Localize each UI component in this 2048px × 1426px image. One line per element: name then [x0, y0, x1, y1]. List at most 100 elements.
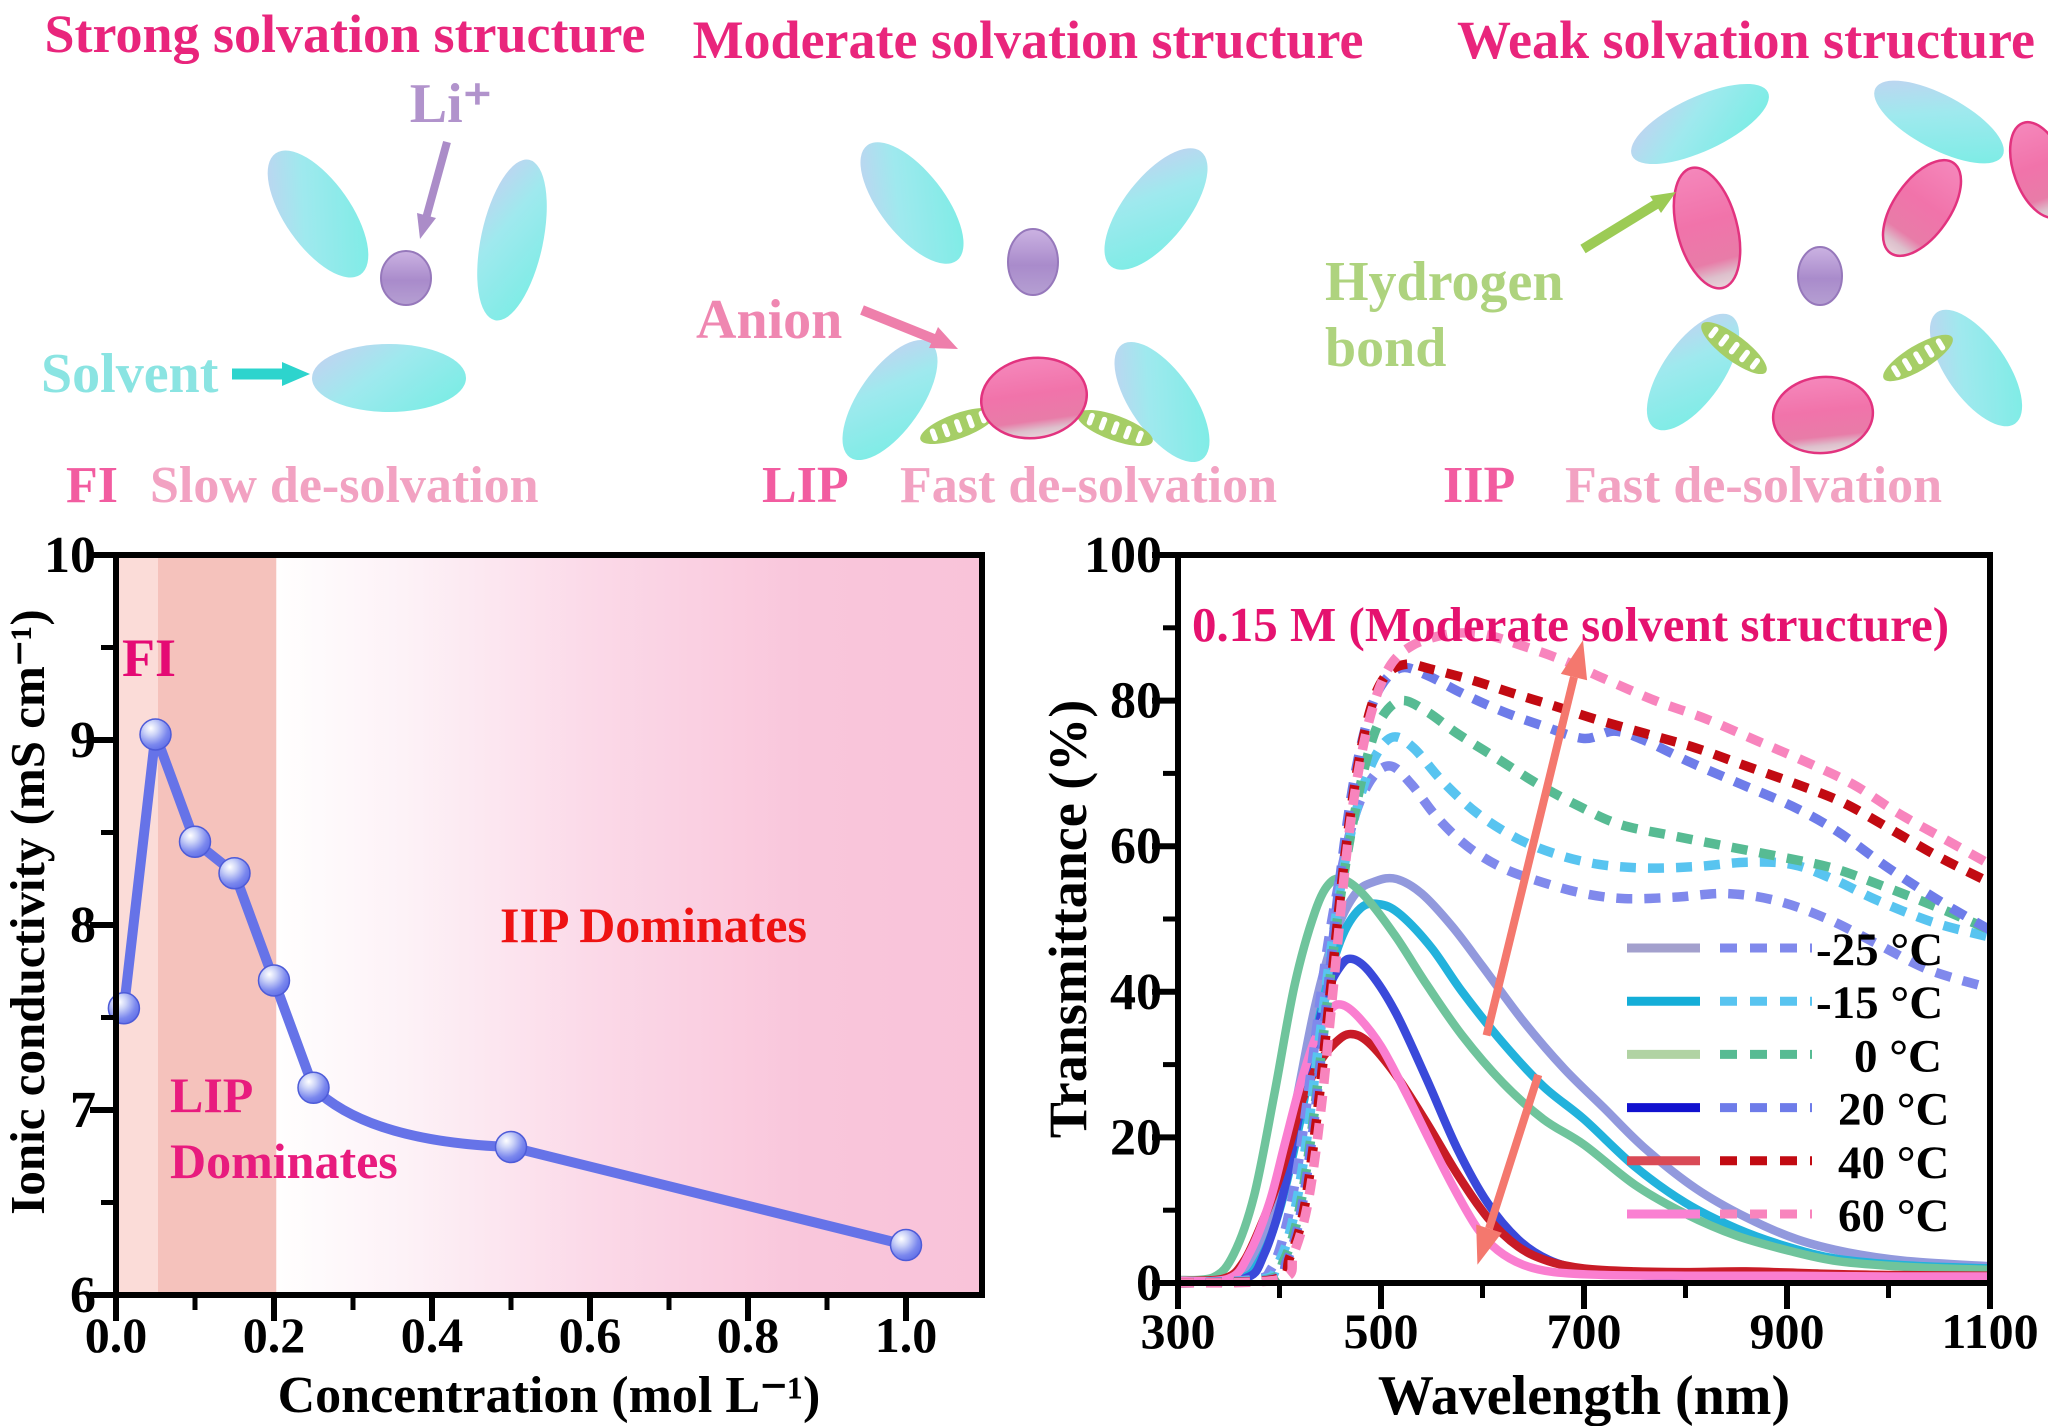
y-tick-label: 10: [44, 527, 96, 584]
legend-label: 60 °C: [1838, 1190, 1950, 1242]
y-tick-label: 80: [1110, 673, 1162, 730]
solvent-ellipse: [1646, 313, 1740, 431]
y-tick-label: 7: [70, 1082, 96, 1139]
region-band: [276, 558, 982, 1292]
legend-label: -15 °C: [1816, 977, 1943, 1029]
strong-title: Strong solvation structure: [44, 4, 645, 64]
x-tick-label: 0.4: [401, 1307, 464, 1363]
caption-iip-text: Fast de-solvation: [1565, 457, 1942, 514]
curve-60Csolid: [1177, 1000, 1991, 1286]
li-ion: [1797, 246, 1843, 306]
transmittance-chart: 300 500 700 900 1100 0 20 40 60 80 100 0.15 M (Mode…: [1040, 527, 2039, 1426]
x-tick-label: 300: [1141, 1303, 1216, 1359]
caption-row: FI Slow de-solvation LIP Fast de-solvati…: [66, 457, 1942, 514]
region-label: Dominates: [170, 1133, 398, 1189]
li-ion-label: Li⁺: [410, 73, 492, 135]
li-ion: [380, 250, 432, 306]
solvent-ellipse: [477, 159, 547, 321]
curve-40Cdashed: [1177, 659, 1993, 1288]
conductivity-line: [118, 729, 908, 1250]
solvent-ellipse: [1929, 309, 2023, 427]
solvent-arrow-icon: [232, 362, 310, 386]
region-label: FI: [122, 628, 176, 688]
x-tick-label: 1.0: [875, 1307, 938, 1363]
y-tick-label: 20: [1110, 1109, 1162, 1166]
region-label: LIP: [170, 1067, 253, 1123]
x-tick-label: 0.8: [717, 1307, 780, 1363]
moderate-solvation-diagram: Moderate solvation structure Anion: [693, 10, 1364, 463]
hydrogen-bond-arrow-icon: [1580, 192, 1676, 254]
data-point-marker: [139, 718, 172, 751]
moderate-title: Moderate solvation structure: [693, 10, 1364, 70]
anion-label: Anion: [696, 289, 842, 351]
anion-ellipse: [1771, 375, 1875, 455]
legend-label: -25 °C: [1816, 924, 1943, 976]
x-tick-label: 0.2: [243, 1307, 306, 1363]
solvation-diagrams: Strong solvation structure Li⁺ Solvent M…: [41, 4, 2048, 514]
x-axis-title: Concentration (mol L⁻¹): [278, 1367, 821, 1424]
caption-fi-abbr: FI: [66, 457, 118, 514]
solvent-ellipse: [1104, 148, 1208, 270]
weak-solvation-diagram: Weak solvation structure Hydrogen bond: [1325, 10, 2048, 455]
data-point-marker: [889, 1228, 923, 1262]
anion-ellipse: [2008, 120, 2048, 220]
y-tick-label: 9: [70, 712, 96, 769]
region-label: IIP Dominates: [500, 897, 807, 953]
solvent-ellipse: [842, 339, 938, 461]
y-tick-label: 100: [1084, 527, 1162, 584]
x-tick-label: 0.6: [559, 1307, 622, 1363]
conductivity-plot: FI LIP Dominates IIP Dominates 0.0 0.2 0.4 0.6 0…: [0, 527, 985, 1424]
legend-label: 0 °C: [1854, 1030, 1942, 1082]
x-tick-label: 0.0: [85, 1307, 148, 1363]
anion-arrow-icon: [860, 305, 958, 349]
data-point-marker: [218, 856, 251, 890]
y-tick-label: 40: [1110, 964, 1162, 1021]
legend-label: 40 °C: [1838, 1137, 1950, 1189]
anion-ellipse: [1881, 158, 1963, 258]
strong-solvation-diagram: Strong solvation structure Li⁺ Solvent: [41, 4, 646, 412]
x-tick-label: 900: [1750, 1303, 1825, 1359]
solvent-label: Solvent: [41, 343, 219, 405]
y-axis-title: Transmittance (%): [1040, 700, 1098, 1138]
caption-lip-abbr: LIP: [762, 457, 849, 514]
weak-title: Weak solvation structure: [1457, 10, 2035, 70]
curve-0Csolid: [1177, 874, 1991, 1285]
conductivity-chart: FI LIP Dominates IIP Dominates 0.0 0.2 0.4 0.6 0…: [0, 527, 985, 1424]
data-point-marker: [178, 825, 212, 858]
legend-label: 20 °C: [1838, 1084, 1950, 1136]
caption-fi-text: Slow de-solvation: [150, 457, 539, 514]
data-point-marker: [297, 1071, 330, 1105]
data-point-marker: [257, 964, 291, 997]
hydrogen-bond-label-line2: bond: [1325, 317, 1446, 379]
y-tick-label: 6: [70, 1267, 96, 1324]
increase-arrow: [1482, 676, 1578, 1037]
y-tick-label: 8: [70, 897, 96, 954]
solvent-ellipse: [1874, 80, 2004, 164]
chart-title: 0.15 M (Moderate solvent structure): [1192, 597, 1949, 652]
li-arrow-icon: [417, 140, 451, 239]
anion-ellipse: [1672, 166, 1742, 290]
decrease-arrow: [1476, 1224, 1502, 1265]
solvent-ellipse: [267, 150, 369, 278]
decrease-arrow: [1485, 1073, 1543, 1230]
solvent-ellipse: [860, 142, 964, 264]
li-ion: [1007, 228, 1059, 296]
x-axis-title: Wavelength (nm): [1378, 1365, 1790, 1426]
caption-lip-text: Fast de-solvation: [900, 457, 1277, 514]
y-axis-title: Ionic conductivity (mS cm⁻¹): [0, 609, 55, 1214]
x-tick-label: 1100: [1941, 1303, 2038, 1359]
solvent-ellipse: [312, 344, 466, 412]
x-tick-label: 500: [1344, 1303, 1419, 1359]
curve-20Cdashed: [1177, 662, 1993, 1288]
anion-ellipse: [979, 356, 1089, 440]
increase-arrow: [1560, 640, 1588, 681]
x-tick-label: 700: [1547, 1303, 1622, 1359]
solvent-ellipse: [1114, 341, 1210, 463]
solvent-ellipse: [1631, 83, 1769, 165]
caption-iip-abbr: IIP: [1443, 457, 1515, 514]
curve-60Cdashed: [1177, 628, 1993, 1288]
y-tick-label: 60: [1110, 818, 1162, 875]
hydrogen-bond-label-line1: Hydrogen: [1325, 251, 1564, 313]
y-tick-label: 0: [1136, 1255, 1162, 1312]
